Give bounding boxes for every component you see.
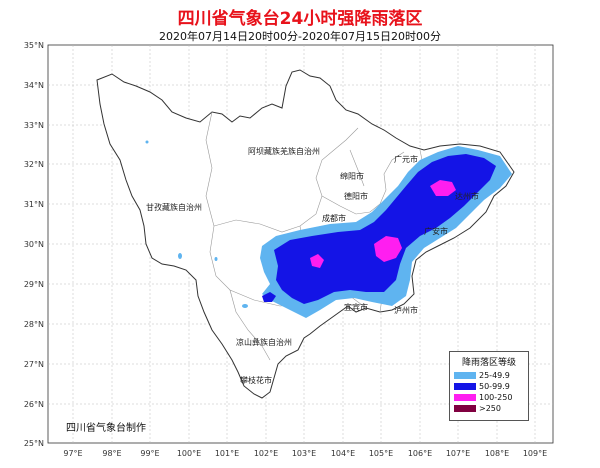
lon-label: 106°E	[408, 449, 432, 458]
lon-label: 98°E	[102, 449, 121, 458]
city-label-guangan: 广安市	[424, 226, 448, 236]
city-label-yibin: 宜宾市	[344, 302, 368, 312]
lon-label: 107°E	[446, 449, 470, 458]
city-label-chengdu: 成都市	[322, 213, 346, 223]
lat-label: 30°N	[24, 240, 44, 249]
lat-label: 35°N	[24, 41, 44, 50]
legend-item: 50-99.9	[454, 381, 528, 392]
legend-label: >250	[479, 404, 501, 413]
city-label-luzhou: 泸州市	[394, 305, 418, 315]
lon-label: 108°E	[485, 449, 509, 458]
city-label-dazhou: 达州市	[455, 191, 479, 201]
legend-swatch	[454, 383, 476, 390]
legend-item: 100-250	[454, 392, 528, 403]
map-title: 四川省气象台24小时强降雨落区	[177, 9, 423, 29]
city-label-panzhihua: 攀枝花市	[240, 375, 272, 385]
lon-label: 100°E	[177, 449, 201, 458]
lat-label: 32°N	[24, 160, 44, 169]
legend-label: 50-99.9	[479, 382, 510, 391]
latitude-labels: 35°N 34°N 33°N 32°N 31°N 30°N 29°N 28°N …	[24, 41, 44, 448]
lat-label: 28°N	[24, 320, 44, 329]
rain-area-100	[374, 236, 402, 262]
lon-label: 103°E	[292, 449, 316, 458]
legend-swatch	[454, 394, 476, 401]
lat-label: 29°N	[24, 280, 44, 289]
lon-label: 104°E	[331, 449, 355, 458]
lon-label: 99°E	[140, 449, 159, 458]
lake	[214, 257, 218, 261]
lake	[242, 304, 248, 308]
lon-label: 97°E	[63, 449, 82, 458]
lon-label: 102°E	[254, 449, 278, 458]
longitude-labels: 97°E 98°E 99°E 100°E 101°E 102°E 103°E 1…	[63, 449, 547, 458]
legend-label: 100-250	[479, 393, 513, 402]
legend-item: 25-49.9	[454, 370, 528, 381]
rain-area-50	[262, 292, 276, 302]
lat-label: 34°N	[24, 81, 44, 90]
lake	[145, 140, 149, 144]
lat-label: 26°N	[24, 400, 44, 409]
lon-label: 101°E	[215, 449, 239, 458]
lon-label: 109°E	[523, 449, 547, 458]
city-label-guangyuan: 广元市	[394, 154, 418, 164]
rain-area-100	[430, 180, 456, 196]
lat-label: 33°N	[24, 121, 44, 130]
legend-label: 25-49.9	[479, 371, 510, 380]
rain-area-100	[310, 254, 324, 268]
legend-item: >250	[454, 403, 528, 414]
city-label-mianyang: 绵阳市	[340, 171, 364, 181]
legend: 降雨落区等级 25-49.9 50-99.9 100-250 >250	[449, 351, 529, 421]
legend-swatch	[454, 405, 476, 412]
map-subtitle: 2020年07月14日20时00分-2020年07月15日20时00分	[159, 30, 441, 43]
legend-title: 降雨落区等级	[461, 358, 516, 368]
region-label-ganzi: 甘孜藏族自治州	[146, 202, 202, 212]
lat-label: 27°N	[24, 360, 44, 369]
lon-label: 105°E	[369, 449, 393, 458]
lat-label: 31°N	[24, 200, 44, 209]
legend-swatch	[454, 372, 476, 379]
credit-text: 四川省气象台制作	[66, 423, 146, 434]
lake	[178, 253, 182, 259]
lat-label: 25°N	[24, 439, 44, 448]
region-label-liangshan: 凉山彝族自治州	[236, 337, 292, 347]
city-label-deyang: 德阳市	[344, 191, 368, 201]
region-label-aba: 阿坝藏族羌族自治州	[248, 146, 320, 156]
